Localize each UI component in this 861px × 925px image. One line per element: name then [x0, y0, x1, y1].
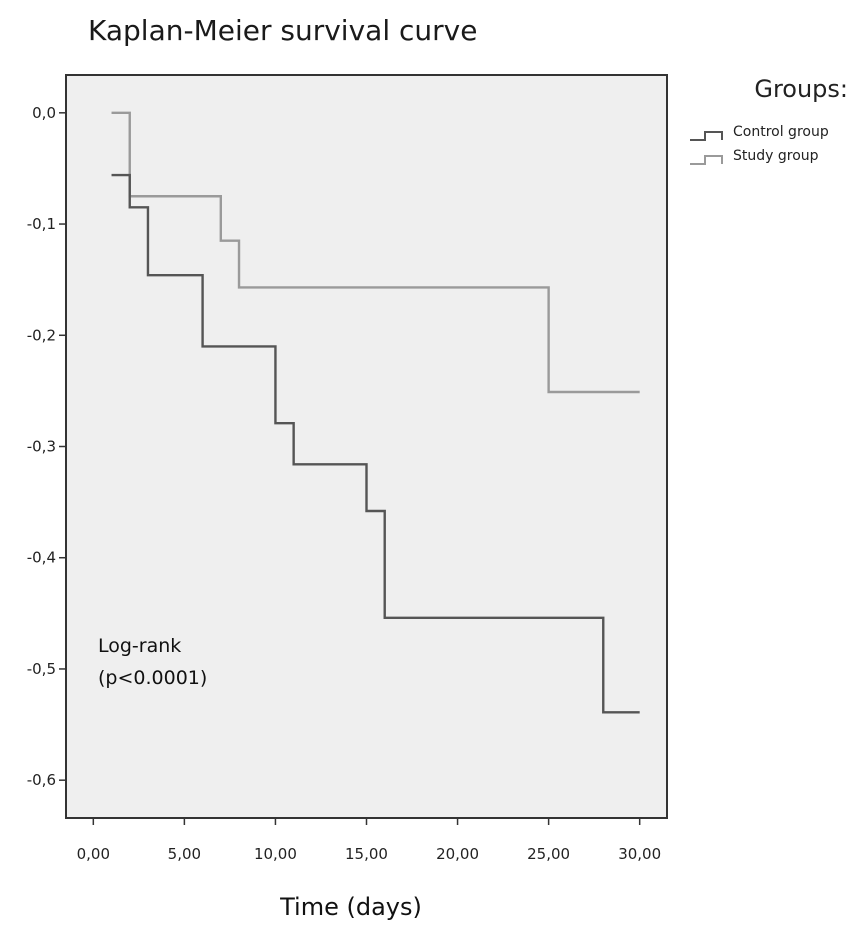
annotation-line-2: (p<0.0001): [98, 667, 207, 689]
survival-curve: [111, 173, 640, 714]
legend-label: Control group: [733, 124, 829, 140]
y-tick-label: 0,0: [32, 104, 56, 122]
annotation-line-1: Log-rank: [98, 635, 181, 657]
plot-area: [65, 74, 668, 819]
y-tick-label: -0,2: [27, 326, 56, 344]
legend-title: Groups:: [754, 75, 848, 103]
x-axis: 0,00 5,00 10,00 15,00 20,00 25,00 30,00: [77, 818, 661, 863]
x-tick-label: 15,00: [345, 845, 388, 863]
legend-swatch: [690, 131, 723, 141]
x-tick-label: 30,00: [618, 845, 661, 863]
chart-title: Kaplan-Meier survival curve: [88, 14, 477, 47]
y-tick-label: -0,1: [27, 215, 56, 233]
legend: Groups: Control group Study group: [690, 75, 848, 165]
x-tick-label: 10,00: [254, 845, 297, 863]
x-tick-label: 25,00: [527, 845, 570, 863]
survival-curve: [111, 111, 640, 394]
series-layer: [111, 111, 640, 714]
y-tick-label: -0,5: [27, 660, 56, 678]
y-axis: 0,0 -0,1 -0,2 -0,3 -0,4 -0,5 -0,6: [27, 104, 66, 789]
x-axis-label: Time (days): [279, 893, 422, 921]
x-tick-label: 0,00: [77, 845, 110, 863]
y-tick-label: -0,4: [27, 549, 56, 567]
y-tick-label: -0,3: [27, 438, 56, 456]
x-tick-label: 20,00: [436, 845, 479, 863]
legend-swatch: [690, 155, 723, 165]
x-tick-label: 5,00: [168, 845, 201, 863]
y-tick-label: -0,6: [27, 771, 56, 789]
legend-label: Study group: [733, 148, 819, 164]
